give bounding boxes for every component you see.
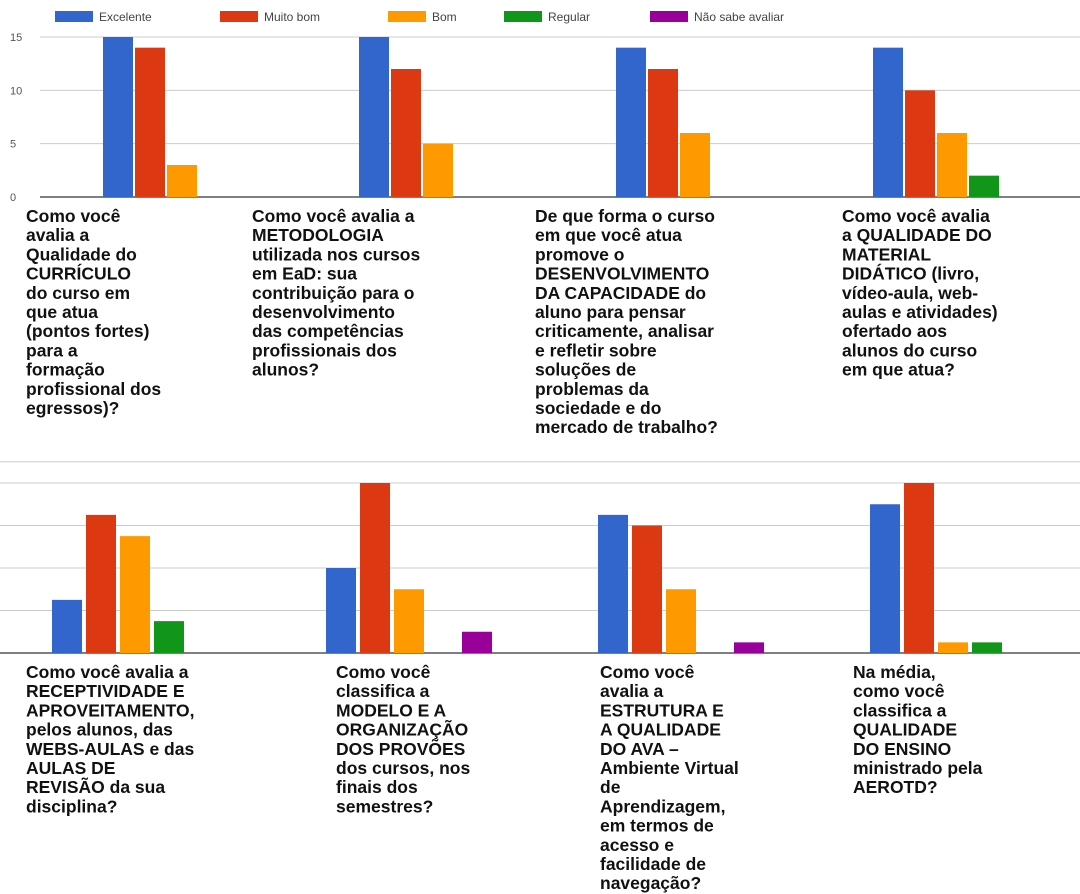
bar-excelente [870, 504, 900, 653]
bar-excelente [598, 514, 628, 653]
bar-muito-bom [86, 514, 116, 653]
legend-swatch-2 [220, 11, 258, 22]
legend-label-1: Excelente [99, 10, 152, 24]
bar-excelente [52, 599, 82, 653]
bar-excelente [873, 47, 903, 197]
bar-regular [972, 642, 1002, 653]
bar-muito-bom [905, 90, 935, 197]
legend-label-5: Não sabe avaliar [694, 10, 784, 24]
bar-bom [666, 589, 696, 653]
y-tick-label: 5 [10, 139, 16, 151]
legend-swatch-5 [650, 11, 688, 22]
bar-bom [423, 143, 453, 197]
bar-n-o-sabe-avaliar [462, 631, 492, 653]
bar-bom [938, 642, 968, 653]
bar-muito-bom [135, 47, 165, 197]
legend-label-2: Muito bom [264, 10, 320, 24]
bar-muito-bom [391, 69, 421, 197]
bar-bom [680, 133, 710, 197]
bar-muito-bom [904, 483, 934, 653]
bar-bom [167, 165, 197, 197]
legend-label-4: Regular [548, 10, 590, 24]
bar-bom [120, 536, 150, 653]
y-tick-label: 0 [10, 192, 16, 204]
bar-excelente [326, 568, 356, 653]
bar-excelente [103, 37, 133, 197]
bar-n-o-sabe-avaliar [734, 642, 764, 653]
category-label: Como você avalia a METODOLOGIA utilizada n… [252, 206, 420, 380]
bar-muito-bom [360, 483, 390, 653]
category-group-2: Como você avalia a METODOLOGIA utilizada n… [252, 37, 453, 380]
category-group-2: Como você classifica a MODELO E A ORGANIZAÇ… [326, 483, 492, 816]
bar-muito-bom [632, 525, 662, 653]
category-group-4: Na média, como você classifica a QUALIDADE D… [853, 483, 1002, 797]
y-tick-label: 15 [10, 32, 22, 44]
chart-panel-1: 0 5 10 15 Como você avalia a Qualidade do CURRÍ… [10, 32, 1080, 437]
category-group-4: Como você avalia a QUALIDADE DO MATERIAL DI… [842, 47, 999, 380]
category-label: Como você avalia a QUALIDADE DO MATERIAL DI… [842, 206, 998, 380]
bar-excelente [616, 47, 646, 197]
legend-label-3: Bom [432, 10, 457, 24]
chart-panel-2: Como você avalia a RECEPTIVIDADE E APROVEI… [0, 461, 1080, 893]
legend-swatch-4 [504, 11, 542, 22]
category-group-3: De que forma o curso em que você atua prom… [535, 47, 718, 437]
category-label: Na média, como você classifica a QUALIDADE D… [853, 662, 983, 797]
category-group-1: Como você avalia a Qualidade do CURRÍCULO do… [26, 37, 197, 418]
legend-swatch-3 [388, 11, 426, 22]
category-label: Como você avalia a Qualidade do CURRÍCULO do… [26, 206, 161, 418]
bar-bom [937, 133, 967, 197]
bar-excelente [359, 37, 389, 197]
legend: Excelente Muito bom Bom Regular Não sabe ava… [55, 10, 784, 24]
y-tick-label: 10 [10, 85, 22, 97]
category-label: Como você avalia a RECEPTIVIDADE E APROVEI… [26, 662, 195, 816]
bar-muito-bom [648, 69, 678, 197]
category-label: Como você classifica a MODELO E A ORGANIZAÇ… [336, 662, 470, 816]
category-label: De que forma o curso em que você atua prom… [535, 206, 718, 437]
bar-regular [969, 175, 999, 197]
bar-bom [394, 589, 424, 653]
category-group-1: Como você avalia a RECEPTIVIDADE E APROVEI… [26, 514, 195, 816]
bar-regular [154, 621, 184, 653]
legend-swatch-1 [55, 11, 93, 22]
